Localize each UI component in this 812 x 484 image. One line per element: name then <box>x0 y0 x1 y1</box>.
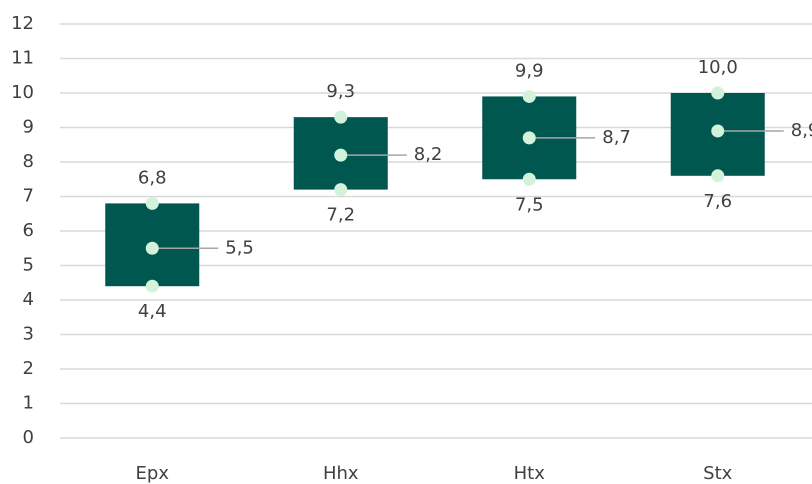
y-tick-label: 4 <box>23 289 34 310</box>
marker <box>334 148 348 162</box>
data-label: 4,4 <box>138 301 167 322</box>
data-label: 8,7 <box>602 127 631 148</box>
y-tick-label: 2 <box>23 358 34 379</box>
marker <box>145 196 159 210</box>
data-label: 7,2 <box>326 205 355 226</box>
data-label: 8,9 <box>791 120 812 141</box>
data-label: 5,5 <box>225 237 254 258</box>
data-label: 10,0 <box>698 57 738 78</box>
y-tick-label: 6 <box>23 220 34 241</box>
data-label: 9,3 <box>326 81 355 102</box>
data-label: 6,8 <box>138 167 167 188</box>
data-label: 7,5 <box>515 194 544 215</box>
x-tick-label: Stx <box>703 463 732 484</box>
y-tick-label: 1 <box>23 393 34 414</box>
data-label: 8,2 <box>414 144 443 165</box>
marker <box>522 89 536 103</box>
y-tick-label: 0 <box>23 427 34 448</box>
x-tick-label: Epx <box>136 463 170 484</box>
y-tick-label: 11 <box>11 48 34 69</box>
y-tick-label: 8 <box>23 151 34 172</box>
x-tick-label: Htx <box>514 463 546 484</box>
y-tick-label: 9 <box>23 117 34 138</box>
y-tick-label: 5 <box>23 255 34 276</box>
y-tick-label: 7 <box>23 186 34 207</box>
y-tick-label: 10 <box>11 82 34 103</box>
x-tick-label: Hhx <box>323 463 359 484</box>
y-tick-label: 3 <box>23 324 34 345</box>
marker <box>711 169 725 183</box>
marker <box>145 279 159 293</box>
data-label: 7,6 <box>703 191 732 212</box>
marker <box>522 172 536 186</box>
data-label: 9,9 <box>515 60 544 81</box>
marker <box>711 124 725 138</box>
y-tick-label: 12 <box>11 13 34 34</box>
marker <box>711 86 725 100</box>
marker <box>522 131 536 145</box>
marker <box>334 183 348 197</box>
marker <box>334 110 348 124</box>
marker <box>145 241 159 255</box>
